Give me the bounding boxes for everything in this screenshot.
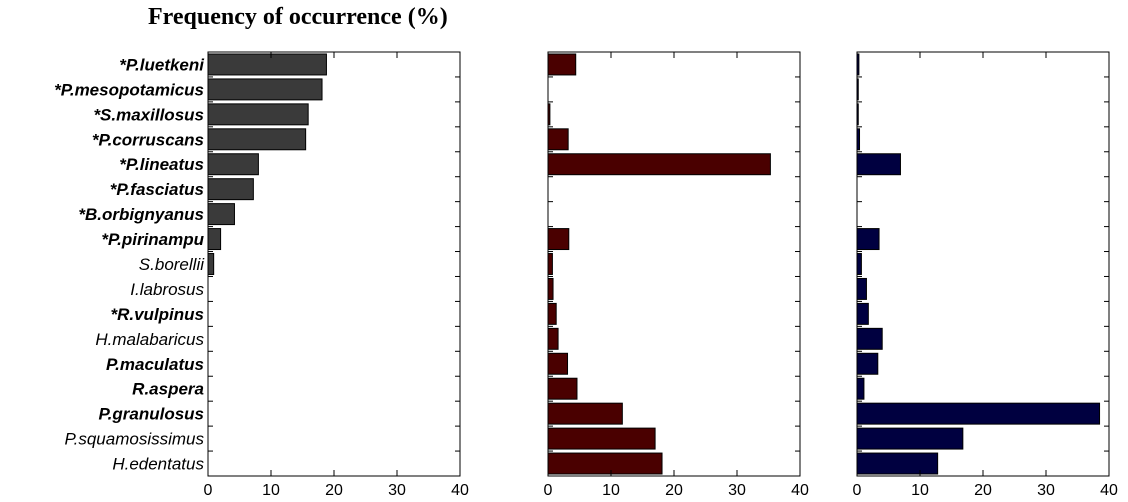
panel-1-bar xyxy=(207,178,254,201)
category-label: R.aspera xyxy=(132,380,204,399)
category-label: *R.vulpinus xyxy=(110,305,204,324)
panel-2-bar xyxy=(547,128,569,151)
panel-1-bar xyxy=(207,228,222,251)
category-label: P.squamosissimus xyxy=(64,430,204,449)
panel-2-bar xyxy=(547,352,569,375)
x-tick-label: 20 xyxy=(665,482,683,499)
panel-1-bar xyxy=(207,103,309,126)
panel-1-bar xyxy=(207,53,327,76)
panel-2-bar xyxy=(547,302,557,325)
category-label: *P.mesopotamicus xyxy=(54,80,204,99)
panel-3-bar xyxy=(856,78,859,101)
panel-3-bar xyxy=(856,327,883,350)
x-tick-label: 10 xyxy=(602,482,620,499)
x-tick-label: 40 xyxy=(791,482,809,499)
panel-3-bar xyxy=(856,253,862,275)
panel-2-bar xyxy=(547,53,577,76)
x-tick-label: 0 xyxy=(204,482,213,499)
category-label: S.borellii xyxy=(139,255,205,274)
panel-3-bar xyxy=(856,402,1101,425)
panel-3-bar xyxy=(856,452,939,475)
category-label: *P.corruscans xyxy=(92,130,204,149)
x-tick-label: 20 xyxy=(974,482,992,499)
x-tick-label: 0 xyxy=(544,482,553,499)
panel-3-bar xyxy=(856,377,865,400)
panel-1-bar xyxy=(207,128,307,151)
x-tick-label: 0 xyxy=(853,482,862,499)
category-label: *P.lineatus xyxy=(119,155,204,174)
category-label: *P.fasciatus xyxy=(110,180,204,199)
panel-1-bar xyxy=(207,153,259,176)
panel-1-bar xyxy=(207,253,215,275)
panel-2-bar xyxy=(547,153,771,176)
category-label: *S.maxillosus xyxy=(93,105,204,124)
x-tick-label: 40 xyxy=(1100,482,1118,499)
panel-3-bar xyxy=(856,228,880,251)
panel-3-bar xyxy=(856,352,879,375)
x-tick-label: 10 xyxy=(262,482,280,499)
panel-2-bar xyxy=(547,103,551,126)
panel-1-bar xyxy=(207,203,235,226)
category-label: *P.luetkeni xyxy=(119,55,205,74)
panel-3-bar xyxy=(856,302,869,325)
x-tick-label: 20 xyxy=(325,482,343,499)
panel-2-bar xyxy=(547,228,570,251)
chart-title: Frequency of occurrence (%) xyxy=(148,4,448,30)
category-label: P.maculatus xyxy=(106,355,204,374)
panel-3-bar xyxy=(856,128,861,151)
panel-2-bar xyxy=(547,253,553,275)
panel-2-bar xyxy=(547,402,623,425)
category-label: *B.orbignyanus xyxy=(78,205,204,224)
category-label: P.granulosus xyxy=(99,405,205,424)
x-tick-label: 10 xyxy=(911,482,929,499)
x-tick-label: 30 xyxy=(1037,482,1055,499)
x-tick-label: 30 xyxy=(728,482,746,499)
panel-2-bar xyxy=(547,452,663,475)
panel-2-bar xyxy=(547,427,656,450)
panel-3-bar xyxy=(856,53,860,76)
x-tick-label: 30 xyxy=(388,482,406,499)
panel-3-bar xyxy=(856,153,901,176)
panel-2-bar xyxy=(547,377,578,400)
panel-2-bar xyxy=(547,327,559,350)
category-label: H.edentatus xyxy=(112,455,204,474)
category-label: I.labrosus xyxy=(130,280,204,299)
x-tick-label: 40 xyxy=(451,482,469,499)
category-label: *P.pirinampu xyxy=(101,230,204,249)
category-label: H.malabaricus xyxy=(95,330,204,349)
panel-3-bar xyxy=(856,277,867,300)
panel-1-bar xyxy=(207,78,323,101)
panel-3-bar xyxy=(856,103,859,126)
panel-3-bar xyxy=(856,427,964,450)
panel-2-bar xyxy=(547,277,554,300)
